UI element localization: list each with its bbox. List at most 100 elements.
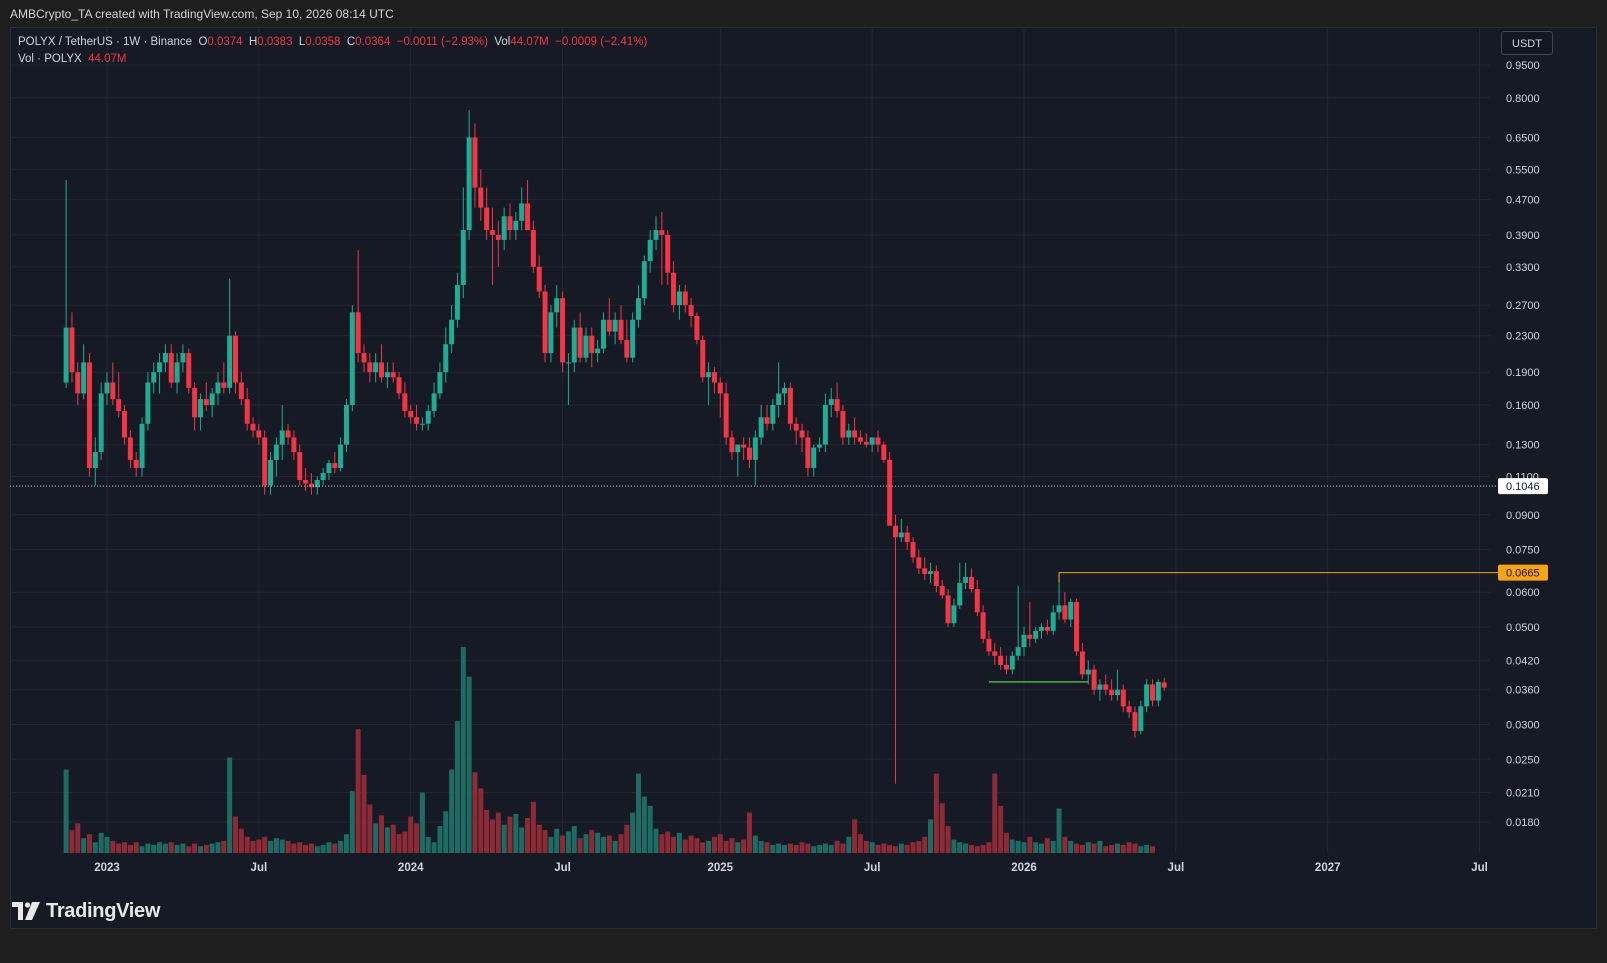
volume-bar [256,839,262,853]
candle-body [1044,626,1050,631]
currency-button[interactable]: USDT [1501,31,1553,55]
candle-body [484,207,490,231]
candle-body [98,393,104,453]
candle-body [1039,626,1045,631]
candle-body [1120,689,1126,707]
candle-body [1050,612,1056,631]
volume-bar [846,836,852,853]
y-tick-label: 0.0360 [1506,685,1540,697]
volume-bar [519,827,525,853]
candle-body [157,362,163,373]
volume-bar [706,840,712,853]
volume-bar [361,774,367,853]
candle-body [1103,684,1109,690]
candle-body [530,230,536,267]
candle-body [1126,706,1132,713]
candle-body [565,362,571,364]
volume-bar [782,844,788,853]
volume-bar [916,840,922,853]
candle-body [396,377,402,394]
candle-body [227,335,233,388]
candle-body [244,399,250,424]
candle-body [741,444,747,448]
volume-bar [1085,842,1091,853]
volume-bar [513,813,519,853]
volume-bar [343,834,349,853]
volume-bar [279,839,285,853]
candle-body [933,571,939,586]
candle-body [507,216,513,231]
volume-bar [1126,842,1132,853]
volume-bar [834,840,840,853]
x-tick-label: Jul [1471,862,1488,874]
candle-body [162,353,168,363]
volume-bar [484,809,490,853]
volume-bar [460,647,466,853]
y-tick-label: 0.1600 [1506,400,1540,412]
candle-body [998,655,1004,665]
volume-bar [192,843,198,853]
volume-bar [116,843,122,853]
legend-vol-row-value: 44.07M [88,53,127,65]
candle-body [600,319,606,349]
candle-body [571,327,577,363]
volume-bar [1120,844,1126,853]
y-tick-label: 0.6500 [1506,132,1540,144]
volume-bar [478,788,484,853]
candle-body [636,298,642,320]
candle-body [361,353,367,363]
legend-open-label: O [198,36,208,48]
candle-body [355,312,361,354]
candle-body [250,423,256,431]
volume-bar [1039,843,1045,853]
candle-body [577,327,583,358]
candle-body [472,137,478,188]
volume-bar [1050,840,1056,853]
grid-layer [10,27,1490,853]
volume-bar [671,836,677,853]
candle-body [466,137,472,231]
candle-body [1074,601,1080,652]
candle-body [951,605,957,624]
volume-bar [1068,840,1074,853]
candle-body [151,372,157,383]
candle-body [104,382,110,394]
volume-bar [122,842,128,853]
y-tick-label: 0.1900 [1506,367,1540,379]
volume-bar [583,834,589,853]
volume-bar [250,840,256,853]
volume-bar [1103,846,1109,853]
time-axis: 2023 Jul 2024 Jul 2025 Jul 2026 Jul 2027 Jul [94,862,1488,874]
y-tick-label: 0.4700 [1506,194,1540,206]
volume-bar [998,805,1004,853]
candle-body [110,382,116,400]
legend-close-label: C [346,36,356,48]
volume-bar [326,842,332,853]
y-tick-label: 0.9500 [1506,60,1540,72]
volume-bar [548,836,554,853]
candle-body [1149,684,1155,701]
candle-body [974,589,980,613]
price-chart[interactable]: 0.9500 0.8000 0.6500 0.5500 0.4700 0.3900 0.33… [10,27,1597,929]
candle-body [303,480,309,484]
y-tick-label: 0.0500 [1506,622,1540,634]
x-tick-label: Jul [1168,862,1185,874]
volume-bar [530,801,536,853]
candle-body [764,417,770,424]
y-tick-label: 0.2700 [1506,300,1540,312]
candle-body [402,393,408,412]
volume-bar [676,832,682,853]
volume-bar [127,844,133,853]
candle-body [501,216,507,240]
volume-bar [308,843,314,853]
candle-body [980,612,986,639]
y-tick-label: 0.8000 [1506,93,1540,105]
candle-body [618,319,624,340]
candle-body [665,234,671,273]
volume-bar [992,773,998,853]
volume-bar [881,843,887,853]
volume-bar [928,819,934,853]
volume-bar [1009,839,1015,853]
y-tick-label: 0.0210 [1506,788,1540,800]
volume-bar [285,840,291,853]
